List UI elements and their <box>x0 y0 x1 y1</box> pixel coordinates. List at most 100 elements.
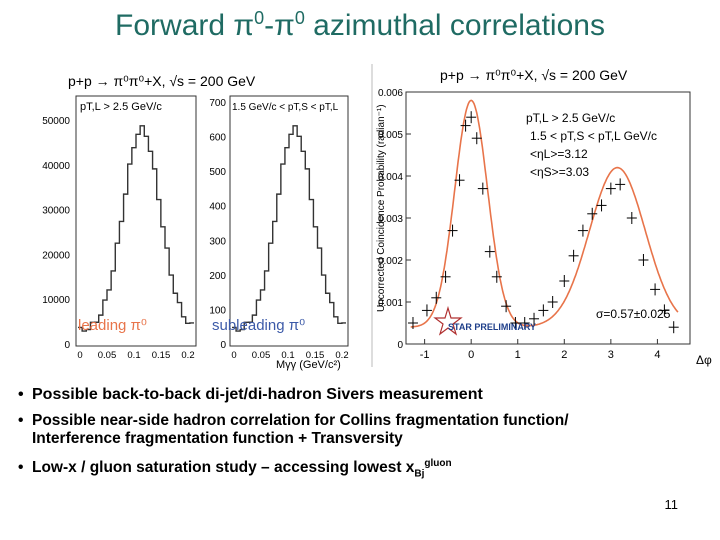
xtick-label: 0.05 <box>98 350 117 361</box>
xtick-label: 0 <box>468 349 474 361</box>
data-point <box>471 132 482 145</box>
ytick-label: 0.006 <box>378 88 403 99</box>
panel1-frame <box>75 95 197 347</box>
data-point <box>568 249 579 262</box>
bullet-text: Possible back-to-back di-jet/di-hadron S… <box>32 386 483 403</box>
ytick-label: 0.002 <box>378 256 403 267</box>
data-points <box>407 111 679 334</box>
data-point <box>466 111 477 124</box>
ytick-label: 300 <box>209 236 226 247</box>
data-point <box>605 182 616 195</box>
chart-yaxis-ticks: 0 0.001 0.002 0.003 0.004 0.005 0.006 <box>378 88 411 351</box>
bullet-text-continued: Interference fragmentation function + Tr… <box>32 430 403 447</box>
panel1-yaxis-ticks: 50000 40000 30000 20000 10000 0 <box>42 116 70 351</box>
annotation-eta-l: <ηL>=3.12 <box>530 147 588 161</box>
star-logo-icon <box>433 305 463 336</box>
ytick-label: 0.005 <box>378 130 403 141</box>
xtick-label: 0.1 <box>127 350 140 361</box>
xtick-label: 2 <box>561 349 567 361</box>
ytick-label: 0.003 <box>378 214 403 225</box>
data-point <box>559 275 570 287</box>
data-point <box>431 291 442 304</box>
ytick-label: 0 <box>397 340 403 351</box>
panel1-cut-label: pT,L > 2.5 GeV/c <box>80 101 162 113</box>
data-point <box>587 207 598 220</box>
bullet-2: • Possible near-side hadron correlation f… <box>18 412 569 448</box>
data-point <box>547 296 558 308</box>
title-superscript: 0 <box>294 8 305 28</box>
ytick-label: 0 <box>220 340 226 351</box>
ytick-label: 10000 <box>42 295 70 306</box>
ytick-label: 700 <box>209 98 226 109</box>
data-point <box>510 317 521 329</box>
chart-title: p+p → π⁰π⁰+X, √s = 200 GeV <box>440 67 628 83</box>
data-point <box>638 254 649 266</box>
title-dash: - <box>264 9 275 42</box>
xtick-label: 0.05 <box>252 350 271 361</box>
chart-ylabel: Uncorrected Coincidence Probability (rad… <box>376 104 387 312</box>
ytick-label: 20000 <box>42 250 70 261</box>
data-point <box>577 224 588 237</box>
bullet-marker: • <box>18 412 24 429</box>
xtick-label: 0.1 <box>281 350 294 361</box>
bullet-text: Possible near-side hadron correlation fo… <box>32 412 569 429</box>
panel2-frame <box>229 95 349 347</box>
xtick-label: 1 <box>515 349 521 361</box>
panel1-label: leading π⁰ <box>78 317 147 334</box>
ytick-label: 40000 <box>42 161 70 172</box>
annotation-sigma: σ=0.57±0.025 <box>596 307 671 321</box>
ytick-label: 400 <box>209 202 226 213</box>
xtick-label: 4 <box>654 349 660 361</box>
xtick-label: 0.15 <box>306 350 325 361</box>
data-point <box>421 304 432 317</box>
title-pi: π <box>274 9 295 42</box>
invariant-mass-histograms: p+p → π⁰π⁰+X, √s = 200 GeV pT,L > 2.5 Ge… <box>8 66 364 371</box>
data-point <box>615 178 626 191</box>
data-point <box>626 212 637 224</box>
ytick-label: 100 <box>209 305 226 316</box>
chart-xlabel: Δφ <box>696 353 712 367</box>
annotation-cut2: 1.5 < pT,S < pT,L GeV/c <box>530 129 657 143</box>
xtick-label: 0.2 <box>181 350 194 361</box>
ytick-label: 500 <box>209 167 226 178</box>
azimuthal-correlation-chart: p+p → π⁰π⁰+X, √s = 200 GeV Uncorrected C… <box>371 64 712 367</box>
data-point <box>529 312 540 325</box>
ytick-label: 50000 <box>42 116 70 127</box>
bullet-marker: • <box>18 459 24 477</box>
panel2-cut-label: 1.5 GeV/c < pT,S < pT,L <box>232 102 339 113</box>
ytick-label: 200 <box>209 271 226 282</box>
data-point <box>659 304 670 317</box>
bullet-superscript: gluon <box>424 458 452 469</box>
xtick-label: 0 <box>231 350 236 361</box>
xtick-label: -1 <box>420 349 430 361</box>
ytick-label: 30000 <box>42 206 70 217</box>
xtick-label: 0.15 <box>152 350 171 361</box>
data-point <box>491 270 502 283</box>
bullet-subscript: Bj <box>414 468 425 480</box>
bullet-marker: • <box>18 386 24 403</box>
title-superscript: 0 <box>254 8 265 28</box>
panel1-histogram <box>78 125 194 332</box>
fit-curve <box>410 99 679 328</box>
xtick-label: 0.2 <box>335 350 348 361</box>
title-pi: π <box>233 9 255 42</box>
ytick-label: 0.004 <box>378 172 403 183</box>
data-point <box>440 270 451 283</box>
data-point <box>454 174 465 187</box>
data-point <box>484 245 495 258</box>
slide-title: Forward π0-π0 azimuthal correlations <box>0 8 720 43</box>
page-number: 11 <box>664 497 679 512</box>
xaxis-label: Mγγ (GeV/c²) <box>276 359 341 371</box>
data-point <box>538 304 549 317</box>
bullet-3: • Low-x / gluon saturation study – access… <box>18 458 452 479</box>
data-point <box>668 321 679 334</box>
data-point <box>501 300 512 313</box>
bullet-text: Low-x / gluon saturation study – accessi… <box>32 459 415 477</box>
process-label: p+p → π⁰π⁰+X, √s = 200 GeV <box>68 73 256 89</box>
panel2-histogram <box>232 125 346 332</box>
title-text: Forward <box>115 9 234 42</box>
data-point <box>519 317 530 329</box>
panel2-yaxis-ticks: 700 600 500 400 300 200 100 0 <box>209 98 226 351</box>
xtick-label: 0 <box>77 350 82 361</box>
data-point <box>447 224 458 237</box>
